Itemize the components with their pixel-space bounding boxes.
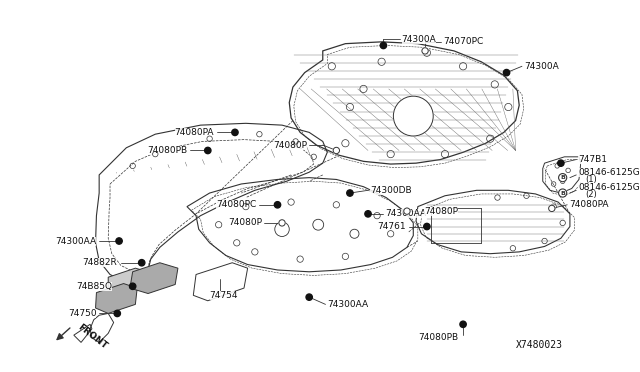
Circle shape bbox=[460, 321, 467, 327]
Text: 747B1: 747B1 bbox=[578, 155, 607, 164]
Text: 74300AA: 74300AA bbox=[55, 237, 97, 246]
Text: 74754: 74754 bbox=[210, 291, 238, 300]
Circle shape bbox=[129, 283, 136, 289]
Circle shape bbox=[116, 238, 122, 244]
Text: 08146-6125G: 08146-6125G bbox=[578, 168, 640, 177]
Circle shape bbox=[559, 189, 567, 197]
Circle shape bbox=[232, 129, 238, 135]
Text: (2): (2) bbox=[586, 190, 597, 199]
Polygon shape bbox=[108, 268, 148, 295]
Circle shape bbox=[138, 260, 145, 266]
Text: 74080PC: 74080PC bbox=[216, 200, 257, 209]
Circle shape bbox=[559, 174, 567, 182]
Text: B: B bbox=[560, 175, 565, 180]
Text: B: B bbox=[560, 190, 565, 196]
Text: 74080P: 74080P bbox=[424, 206, 458, 216]
Text: 08146-6125G: 08146-6125G bbox=[578, 183, 640, 192]
Circle shape bbox=[333, 147, 339, 154]
Circle shape bbox=[504, 70, 509, 76]
Text: 74080PB: 74080PB bbox=[419, 333, 458, 342]
Circle shape bbox=[557, 160, 564, 166]
Text: 74761: 74761 bbox=[378, 222, 406, 231]
Text: 74300A: 74300A bbox=[524, 62, 559, 71]
Circle shape bbox=[279, 220, 285, 226]
Text: 74300AA: 74300AA bbox=[385, 209, 426, 218]
Circle shape bbox=[548, 205, 555, 212]
Circle shape bbox=[424, 223, 430, 230]
Text: 74080PA: 74080PA bbox=[175, 128, 214, 137]
Circle shape bbox=[365, 211, 371, 217]
Circle shape bbox=[114, 310, 120, 317]
Circle shape bbox=[347, 190, 353, 196]
Text: 74300AA: 74300AA bbox=[327, 300, 369, 309]
Text: 74070PC: 74070PC bbox=[443, 37, 483, 46]
Text: FRONT: FRONT bbox=[76, 323, 108, 351]
Text: 74080P: 74080P bbox=[228, 218, 262, 227]
Circle shape bbox=[380, 42, 387, 49]
Text: 74080P: 74080P bbox=[273, 141, 307, 150]
Text: 74300A: 74300A bbox=[401, 35, 436, 44]
Text: 74882R: 74882R bbox=[83, 258, 117, 267]
Circle shape bbox=[394, 96, 433, 136]
Text: X7480023: X7480023 bbox=[516, 340, 563, 350]
Circle shape bbox=[205, 147, 211, 154]
Circle shape bbox=[422, 48, 428, 54]
Text: 74300DB: 74300DB bbox=[370, 186, 412, 195]
Text: 74750: 74750 bbox=[68, 309, 97, 318]
Text: 74080PA: 74080PA bbox=[569, 200, 609, 209]
Circle shape bbox=[275, 202, 281, 208]
Text: 74080PB: 74080PB bbox=[147, 146, 187, 155]
Circle shape bbox=[306, 294, 312, 300]
Polygon shape bbox=[130, 263, 178, 294]
Circle shape bbox=[404, 208, 410, 214]
Polygon shape bbox=[95, 283, 137, 314]
Text: (1): (1) bbox=[586, 175, 597, 184]
Text: 74B85Q: 74B85Q bbox=[76, 282, 112, 291]
